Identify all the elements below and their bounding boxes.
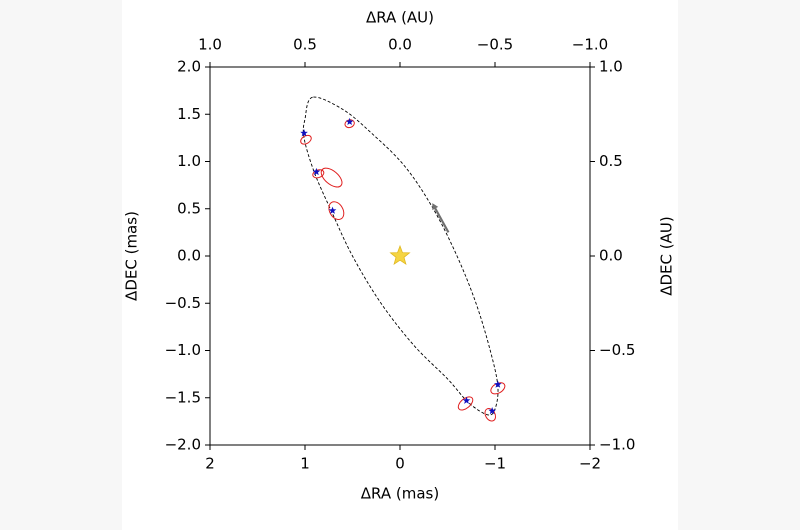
y2-axis-label: ΔDEC (AU): [658, 216, 676, 295]
position-marker: [488, 406, 496, 415]
y-tick-label: 1.0: [177, 152, 201, 170]
x2-tick-label: 0.0: [388, 36, 412, 54]
error-ellipse: [344, 119, 355, 129]
error-ellipse: [320, 167, 343, 188]
host-star: [389, 244, 411, 266]
error-ellipse: [484, 408, 497, 422]
y-tick-label: 0.0: [177, 247, 201, 265]
y-tick-label: −1.5: [165, 388, 201, 406]
x-tick-label: −2: [579, 455, 601, 473]
arrow-head: [432, 203, 439, 211]
position-marker: [328, 206, 337, 214]
x-tick-label: 1: [300, 455, 310, 473]
position-marker: [494, 380, 502, 388]
x2-tick-label: −0.5: [477, 36, 513, 54]
x2-tick-label: −1.0: [572, 36, 608, 54]
y2-tick-label: 0.0: [599, 247, 623, 265]
error-ellipse: [457, 396, 474, 411]
y2-tick-label: 0.5: [599, 152, 623, 170]
y2-tick-label: −0.5: [599, 341, 635, 359]
x2-tick-label: 1.0: [198, 36, 222, 54]
position-marker: [345, 117, 354, 126]
y2-tick-label: −1.0: [599, 436, 635, 454]
x2-tick-label: 0.5: [293, 36, 317, 54]
x-tick-label: −1: [484, 455, 506, 473]
x-axis-label: ΔRA (mas): [361, 485, 439, 503]
figure-background: [122, 0, 678, 530]
direction-arrow: [433, 206, 450, 233]
position-marker: [462, 396, 471, 404]
y-tick-label: −1.0: [165, 341, 201, 359]
x2-axis-label: ΔRA (AU): [366, 9, 434, 27]
y-axis-label: ΔDEC (mas): [123, 211, 141, 301]
orbit-line: [302, 96, 499, 416]
error-ellipse: [328, 201, 345, 221]
error-ellipse: [300, 134, 312, 145]
position-marker: [300, 129, 308, 137]
y-tick-label: 0.5: [177, 199, 201, 217]
x-tick-label: 2: [205, 455, 215, 473]
y-tick-label: 1.5: [177, 105, 201, 123]
x-tick-label: 0: [395, 455, 405, 473]
y-tick-label: −0.5: [165, 294, 201, 312]
y-tick-label: −2.0: [165, 436, 201, 454]
y2-tick-label: 1.0: [599, 58, 623, 76]
position-marker: [312, 167, 321, 176]
y-tick-label: 2.0: [177, 58, 201, 76]
